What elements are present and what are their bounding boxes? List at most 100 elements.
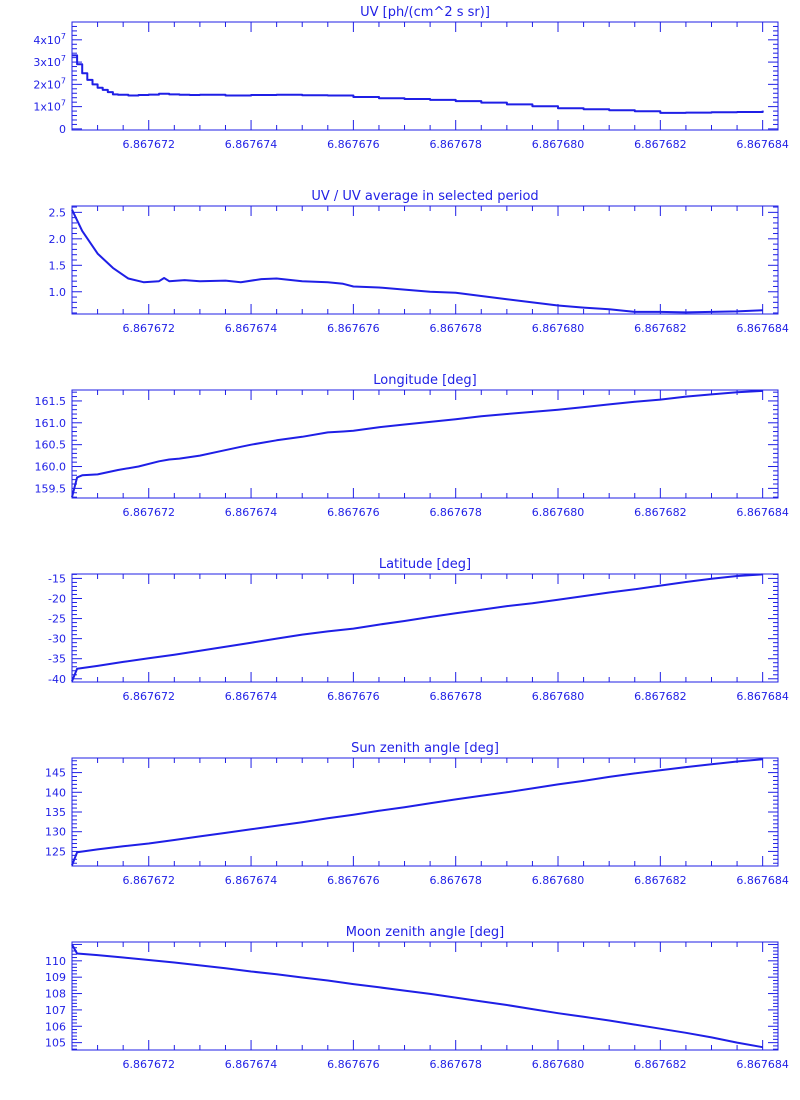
x-tick-label: 6.867676	[327, 690, 380, 703]
chart-panel-5: Sun zenith angle [deg] 6.867672 6.867674 6.…	[45, 741, 789, 887]
x-tick-label: 6.867678	[429, 506, 482, 519]
x-tick-label: 6.867680	[532, 874, 585, 887]
y-tick-label: 160.5	[35, 439, 67, 452]
x-tick-label: 6.867680	[532, 1058, 585, 1071]
x-tick-label: 6.867684	[736, 138, 789, 151]
x-tick-label: 6.867674	[225, 506, 278, 519]
chart-title: UV [ph/(cm^2 s sr)]	[360, 5, 490, 20]
chart-panel-1: UV [ph/(cm^2 s sr)] 6.867672 6.867674 6.867…	[33, 5, 789, 151]
chart-title: Moon zenith angle [deg]	[346, 925, 504, 940]
y-tick-label: 105	[45, 1037, 66, 1050]
x-tick-label: 6.867684	[736, 1058, 789, 1071]
x-tick-label: 6.867674	[225, 690, 278, 703]
data-series-line	[71, 389, 763, 498]
x-tick-label: 6.867682	[634, 690, 687, 703]
chart-title: Longitude [deg]	[373, 373, 476, 388]
y-tick-label-base: 4x10	[33, 34, 61, 47]
y-tick-label-base: 2x10	[33, 78, 61, 91]
y-tick-label: 0	[59, 123, 66, 136]
x-tick-label: 6.867676	[327, 506, 380, 519]
y-tick-label: -35	[48, 653, 66, 666]
x-tick-label: 6.867682	[634, 1058, 687, 1071]
y-tick-label: 135	[45, 806, 66, 819]
x-tick-label: 6.867672	[122, 1058, 175, 1071]
chart-panel-6: Moon zenith angle [deg] 6.867672 6.867674 6…	[45, 925, 789, 1071]
chart-title: Sun zenith angle [deg]	[351, 741, 499, 756]
y-tick-label: 160.0	[35, 461, 67, 474]
x-tick-label: 6.867678	[429, 874, 482, 887]
x-tick-label: 6.867684	[736, 322, 789, 335]
data-series-line	[71, 758, 763, 866]
y-tick-label-exponent: 7	[61, 99, 66, 108]
data-series-line	[72, 54, 764, 114]
chart-panel-2: UV / UV average in selected period 6.8676…	[49, 189, 789, 335]
x-tick-label: 6.867674	[225, 138, 278, 151]
y-tick-label: 106	[45, 1020, 66, 1033]
x-tick-label: 6.867678	[429, 1058, 482, 1071]
y-tick-label: 2.5	[49, 206, 67, 219]
y-tick-label: 161.0	[35, 417, 67, 430]
plot-frame	[71, 941, 779, 1051]
y-tick-label-base: 3x10	[33, 56, 61, 69]
y-tick-label-exponent: 7	[61, 76, 66, 85]
y-tick-label: 109	[45, 971, 66, 984]
x-tick-label: 6.867680	[532, 322, 585, 335]
x-tick-label: 6.867678	[429, 322, 482, 335]
data-series-line	[71, 944, 763, 1049]
x-tick-label: 6.867672	[122, 874, 175, 887]
x-tick-label: 6.867672	[122, 506, 175, 519]
chart-panel-4: Latitude [deg] 6.867672 6.867674 6.867676 6.…	[48, 557, 789, 703]
y-tick-label: 2x107	[33, 76, 66, 91]
x-tick-label: 6.867674	[225, 874, 278, 887]
y-tick-label: 130	[45, 826, 66, 839]
x-tick-label: 6.867678	[429, 138, 482, 151]
x-tick-label: 6.867684	[736, 690, 789, 703]
y-tick-label: -40	[48, 673, 66, 686]
y-tick-label: 161.5	[35, 395, 67, 408]
x-tick-label: 6.867676	[327, 322, 380, 335]
x-tick-label: 6.867676	[327, 138, 380, 151]
x-tick-label: 6.867682	[634, 138, 687, 151]
y-tick-label-base: 0	[59, 123, 66, 136]
chart-title: UV / UV average in selected period	[311, 189, 538, 204]
y-tick-label: 4x107	[33, 32, 66, 47]
plot-frame	[71, 21, 779, 131]
x-tick-label: 6.867680	[532, 690, 585, 703]
x-tick-label: 6.867672	[122, 322, 175, 335]
y-tick-label: 2.0	[49, 233, 67, 246]
y-tick-label: -25	[48, 613, 66, 626]
y-tick-label: 125	[45, 845, 66, 858]
plot-frame	[71, 573, 779, 683]
plot-frame	[71, 205, 779, 315]
x-tick-label: 6.867682	[634, 874, 687, 887]
x-tick-label: 6.867682	[634, 506, 687, 519]
x-tick-label: 6.867676	[327, 874, 380, 887]
y-tick-label: 108	[45, 988, 66, 1001]
x-tick-label: 6.867672	[122, 690, 175, 703]
y-tick-label: 3x107	[33, 54, 66, 69]
x-tick-label: 6.867684	[736, 506, 789, 519]
plot-frame	[71, 757, 779, 867]
x-tick-label: 6.867684	[736, 874, 789, 887]
x-tick-label: 6.867678	[429, 690, 482, 703]
plot-frame	[71, 389, 779, 499]
y-tick-label: 159.5	[35, 482, 67, 495]
data-series-line	[71, 573, 763, 682]
y-tick-label-base: 1x10	[33, 101, 61, 114]
y-tick-label: 1.0	[49, 286, 67, 299]
data-series-line	[71, 209, 763, 314]
x-tick-label: 6.867674	[225, 1058, 278, 1071]
chart-title: Latitude [deg]	[379, 557, 471, 572]
y-tick-label-exponent: 7	[61, 32, 66, 41]
y-tick-label: 110	[45, 955, 66, 968]
x-tick-label: 6.867674	[225, 322, 278, 335]
x-tick-label: 6.867680	[532, 506, 585, 519]
y-tick-label: -30	[48, 633, 66, 646]
x-tick-label: 6.867682	[634, 322, 687, 335]
x-tick-label: 6.867676	[327, 1058, 380, 1071]
x-tick-label: 6.867672	[122, 138, 175, 151]
x-tick-label: 6.867680	[532, 138, 585, 151]
chart-panel-3: Longitude [deg] 6.867672 6.867674 6.867676 6…	[35, 373, 789, 519]
y-tick-label-exponent: 7	[61, 54, 66, 63]
